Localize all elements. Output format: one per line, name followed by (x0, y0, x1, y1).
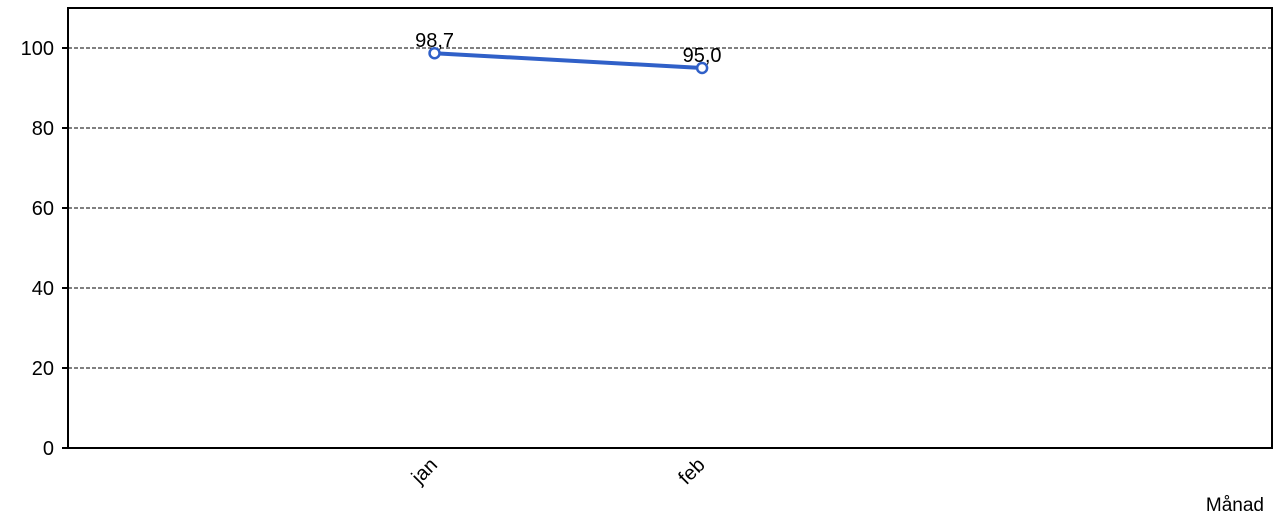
x-tick-label: jan (407, 454, 442, 489)
gridlines (68, 47, 1272, 369)
y-axis-ticks: 0 20 40 60 80 100 (21, 38, 68, 460)
data-point (428, 46, 441, 60)
y-tick-label: 100 (21, 38, 54, 60)
y-tick-label: 0 (43, 438, 54, 460)
y-tick-label: 80 (32, 118, 54, 140)
y-tick-label: 20 (32, 358, 54, 380)
x-axis-ticks: jan feb (407, 454, 710, 489)
x-axis-title: Månad (1206, 495, 1264, 516)
series-group: 98,7 95,0 (415, 30, 722, 75)
data-label: 95,0 (683, 45, 722, 67)
data-label: 98,7 (415, 30, 454, 52)
series-line (432, 51, 705, 70)
x-tick-label: feb (674, 454, 709, 489)
plot-area-frame (67, 7, 1273, 449)
y-tick-label: 60 (32, 198, 54, 220)
data-point (695, 61, 709, 75)
y-tick-label: 40 (32, 278, 54, 300)
